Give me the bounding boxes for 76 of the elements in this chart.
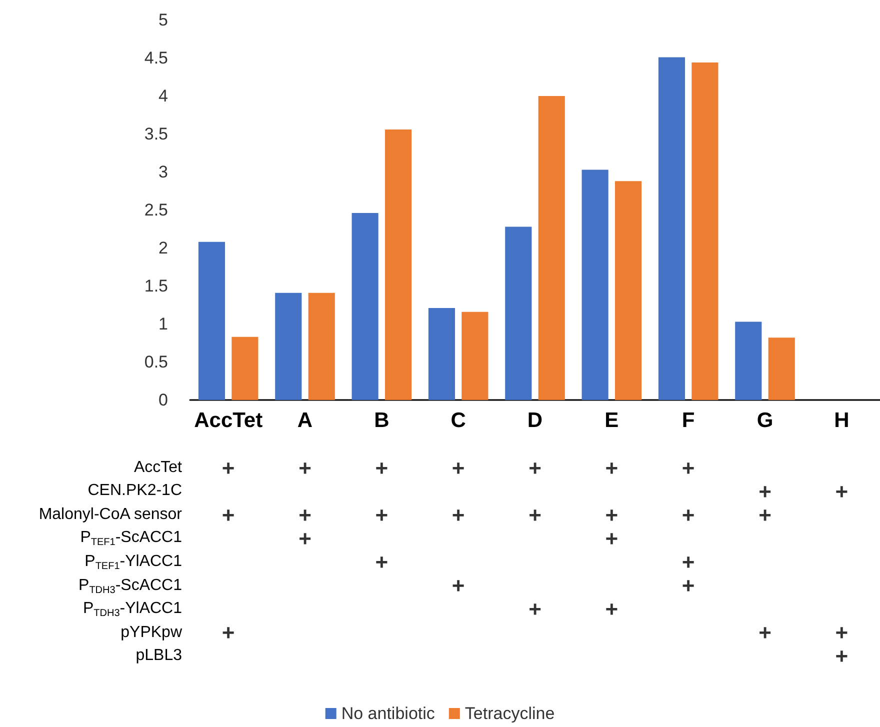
text: + bbox=[375, 502, 388, 528]
bar bbox=[352, 213, 378, 400]
y-tick-label: P$_{TEF1}$-ScACC1 bbox=[80, 528, 182, 548]
text: + bbox=[452, 502, 465, 528]
bar bbox=[384, 129, 412, 400]
text: + bbox=[528, 455, 542, 480]
x-tick-label: E bbox=[604, 409, 619, 432]
x-tick-label: C bbox=[450, 409, 466, 432]
x-tick-label: G bbox=[756, 409, 774, 432]
text: + bbox=[682, 502, 695, 528]
y-tick-label: P$_{TEF1}$-YlACC1 bbox=[84, 552, 182, 572]
x-tick-label: B bbox=[374, 409, 390, 432]
text: + bbox=[222, 620, 235, 646]
text: + bbox=[682, 550, 695, 574]
y-tick-label: 3 bbox=[158, 162, 168, 182]
text: + bbox=[758, 502, 772, 528]
y-tick-label: CEN.PK2-1C bbox=[88, 481, 182, 502]
text: + bbox=[452, 573, 465, 598]
bar bbox=[275, 292, 302, 400]
text: + bbox=[605, 526, 618, 551]
x-tick-label: H bbox=[834, 409, 850, 432]
text: + bbox=[758, 620, 772, 646]
y-tick-label: 2.5 bbox=[144, 200, 168, 220]
y-tick-label: AccTet bbox=[134, 458, 182, 478]
text: + bbox=[758, 478, 772, 504]
y-tick-label: pLBL3 bbox=[136, 646, 182, 666]
bar bbox=[614, 181, 642, 400]
y-tick-label: 5 bbox=[158, 10, 168, 30]
legend-label: No antibiotic bbox=[341, 704, 436, 723]
bar bbox=[308, 292, 335, 400]
y-tick-label: P$_{TDH3}$-YlACC1 bbox=[82, 599, 182, 620]
text: + bbox=[452, 455, 465, 480]
y-tick-label: 2 bbox=[158, 238, 168, 258]
bar bbox=[735, 322, 762, 400]
text: + bbox=[298, 455, 312, 480]
y-tick-label: 4 bbox=[158, 86, 168, 106]
bar bbox=[538, 96, 565, 400]
bar bbox=[768, 338, 795, 400]
x-tick-label: A bbox=[297, 409, 313, 432]
y-tick-label: 4.5 bbox=[144, 48, 168, 68]
bar bbox=[198, 242, 226, 400]
text: + bbox=[222, 455, 235, 480]
y-tick-label: pYPKpw bbox=[120, 622, 182, 643]
bar bbox=[428, 308, 456, 400]
text: + bbox=[375, 550, 388, 574]
text: + bbox=[682, 455, 695, 480]
bar bbox=[505, 226, 532, 400]
bar bbox=[692, 62, 718, 400]
text: + bbox=[298, 526, 312, 551]
y-tick-label: Malonyl-CoA sensor bbox=[38, 504, 182, 525]
text: + bbox=[835, 620, 848, 646]
text: + bbox=[605, 502, 618, 528]
y-tick-label: P$_{TDH3}$-ScACC1 bbox=[78, 576, 182, 596]
text: + bbox=[682, 573, 695, 598]
text: + bbox=[298, 502, 312, 528]
text: + bbox=[528, 502, 542, 528]
text: + bbox=[605, 455, 618, 480]
x-tick-label: D bbox=[527, 409, 543, 432]
bar bbox=[232, 336, 258, 400]
text: + bbox=[835, 644, 848, 669]
x-tick-label: AccTet bbox=[194, 409, 263, 432]
bar bbox=[582, 170, 608, 400]
y-tick-label: 0 bbox=[158, 390, 168, 410]
text: + bbox=[605, 596, 618, 622]
bar bbox=[658, 57, 686, 400]
text: + bbox=[835, 478, 848, 504]
text: + bbox=[375, 455, 388, 480]
legend-label: Tetracycline bbox=[464, 704, 555, 723]
x-tick-label: F bbox=[682, 409, 695, 432]
text: + bbox=[222, 502, 235, 528]
y-tick-label: 3.5 bbox=[144, 124, 168, 144]
y-tick-label: 1 bbox=[158, 314, 168, 334]
bar bbox=[462, 312, 488, 400]
y-tick-label: 0.5 bbox=[144, 352, 168, 372]
text: + bbox=[528, 596, 542, 622]
y-tick-label: 1.5 bbox=[144, 276, 168, 296]
